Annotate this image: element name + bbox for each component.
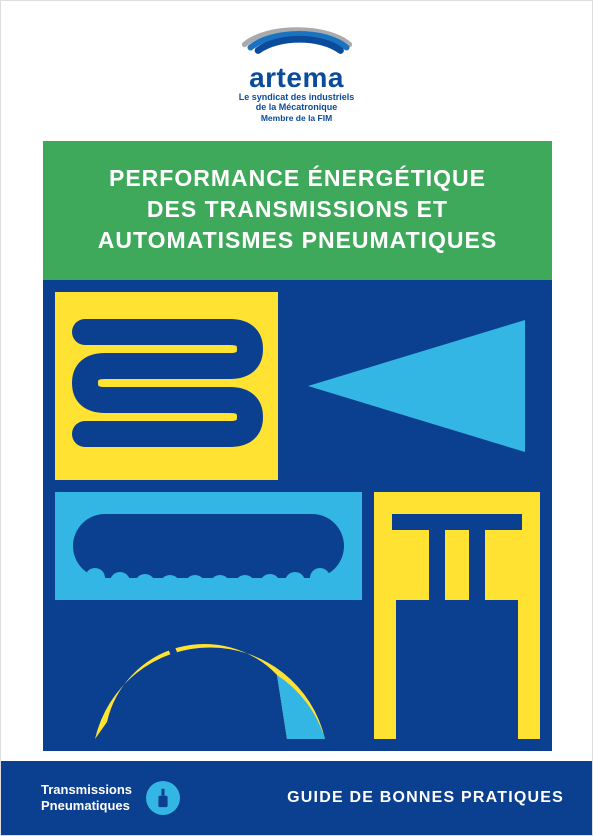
footer-right-text: GUIDE DE BONNES PRATIQUES	[287, 789, 564, 807]
page-cover: artema Le syndicat des industriels de la…	[0, 0, 593, 836]
gauge-tile	[55, 612, 362, 739]
gauge-icon	[55, 612, 362, 739]
logo-area: artema Le syndicat des industriels de la…	[1, 1, 592, 123]
title-line-3: AUTOMATISMES PNEUMATIQUES	[61, 225, 534, 256]
footer-bar: Transmissions Pneumatiques GUIDE DE BONN…	[1, 761, 592, 835]
illustration-grid	[43, 280, 552, 751]
title-line-2: DES TRANSMISSIONS ET	[61, 194, 534, 225]
brand-tagline-2: de la Mécatronique	[1, 102, 592, 112]
title-line-1: PERFORMANCE ÉNERGÉTIQUE	[61, 163, 534, 194]
brand-name: artema	[1, 62, 592, 94]
footer-left: Transmissions Pneumatiques	[41, 781, 180, 815]
footer-left-text: Transmissions Pneumatiques	[41, 782, 132, 813]
footer-left-line-2: Pneumatiques	[41, 798, 132, 814]
press-tile	[374, 492, 540, 739]
cylinder-icon	[146, 781, 180, 815]
brand-tagline-1: Le syndicat des industriels	[1, 92, 592, 102]
brand-tagline-3: Membre de la FIM	[1, 113, 592, 123]
pill-tile	[55, 492, 362, 600]
coil-tile	[55, 292, 278, 480]
pill-icon	[55, 492, 362, 600]
wedge-tile	[290, 292, 540, 480]
wedge-icon	[290, 292, 540, 480]
title-band: PERFORMANCE ÉNERGÉTIQUE DES TRANSMISSION…	[43, 141, 552, 280]
coil-icon	[55, 292, 278, 480]
footer-left-line-1: Transmissions	[41, 782, 132, 798]
swoosh-icon	[237, 19, 357, 55]
main-block: PERFORMANCE ÉNERGÉTIQUE DES TRANSMISSION…	[43, 141, 552, 754]
press-icon	[374, 492, 540, 739]
